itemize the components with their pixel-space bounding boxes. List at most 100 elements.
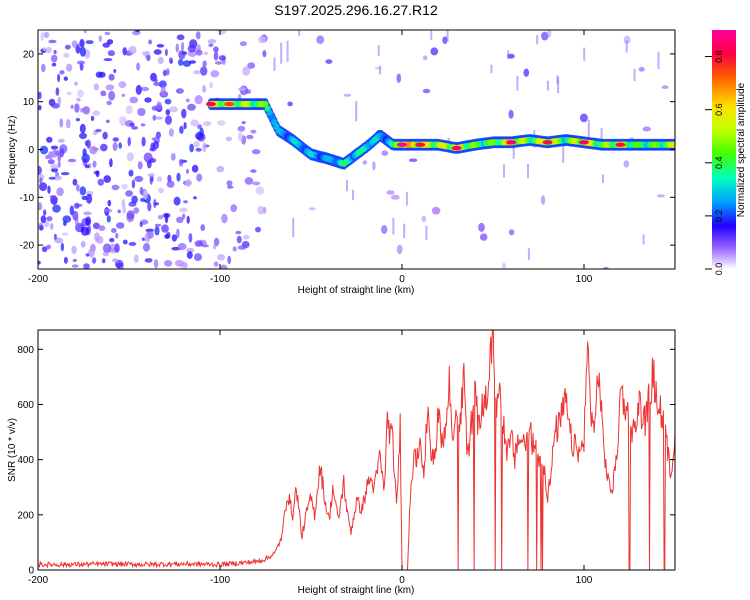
noise-speck [235, 230, 242, 235]
noise-speck [579, 113, 588, 123]
noise-speck [257, 36, 266, 44]
chart-title: S197.2025.296.16.27.R12 [274, 2, 438, 18]
noise-speck [46, 216, 53, 222]
spectrogram-image [38, 30, 675, 269]
noise-speck [193, 196, 197, 200]
noise-speck [59, 118, 64, 128]
noise-speck [178, 158, 184, 166]
noise-speck [106, 119, 110, 124]
noise-speck [184, 178, 192, 187]
noise-speck [201, 244, 210, 248]
noise-streak [600, 128, 603, 146]
x-tick-label: 0 [399, 274, 405, 285]
noise-speck [213, 51, 219, 61]
noise-speck [479, 233, 488, 241]
noise-speck [79, 123, 86, 134]
snr-axes: -200 -100 0 100 0 200 400 600 800 [17, 330, 675, 586]
noise-speck [213, 261, 219, 267]
noise-speck [60, 172, 70, 176]
noise-speck [250, 169, 257, 173]
ridge-peak [397, 142, 407, 147]
noise-speck [102, 251, 110, 257]
noise-speck [65, 63, 73, 72]
noise-speck [82, 106, 91, 115]
noise-streak [602, 174, 604, 183]
noise-speck [153, 82, 162, 86]
noise-speck [106, 39, 114, 45]
noise-speck [194, 95, 203, 105]
noise-speck [168, 128, 174, 137]
noise-streak [377, 45, 380, 56]
noise-speck [127, 136, 131, 147]
noise-speck [176, 34, 185, 41]
noise-speck [100, 90, 107, 97]
noise-speck [117, 209, 121, 214]
colorbar-tick-label: 0.2 [714, 210, 724, 223]
noise-speck [39, 145, 49, 155]
noise-speck [95, 71, 103, 78]
noise-speck [656, 194, 666, 198]
noise-speck [238, 132, 243, 142]
noise-speck [76, 184, 80, 192]
noise-speck [186, 251, 193, 259]
noise-speck [202, 60, 207, 67]
noise-speck [125, 190, 133, 197]
noise-speck [186, 247, 195, 253]
noise-speck [176, 228, 180, 239]
noise-speck [247, 62, 256, 69]
noise-speck [508, 229, 515, 236]
noise-speck [83, 30, 87, 34]
noise-speck [186, 168, 189, 174]
noise-speck [141, 136, 146, 147]
noise-speck [131, 195, 138, 204]
noise-speck [188, 233, 193, 243]
noise-speck [41, 63, 46, 73]
noise-speck [129, 123, 135, 127]
noise-speck [75, 118, 80, 122]
noise-speck [39, 225, 44, 231]
noise-speck [63, 220, 67, 227]
noise-speck [39, 177, 43, 184]
noise-speck [478, 222, 485, 232]
noise-speck [200, 66, 208, 76]
ridge-peak [415, 142, 426, 147]
noise-speck [119, 116, 127, 126]
noise-speck [190, 119, 199, 127]
noise-speck [111, 184, 120, 191]
noise-speck [140, 86, 150, 92]
noise-speck [225, 136, 232, 142]
noise-speck [59, 70, 65, 75]
noise-speck [76, 98, 81, 102]
noise-speck [153, 259, 159, 269]
noise-speck [193, 70, 201, 75]
noise-speck [113, 69, 117, 73]
noise-speck [155, 116, 164, 120]
noise-speck [207, 39, 217, 44]
noise-speck [396, 73, 402, 83]
noise-speck [40, 31, 45, 41]
noise-streak [405, 191, 408, 206]
noise-speck [81, 153, 90, 163]
noise-speck [100, 143, 108, 152]
noise-speck [164, 48, 168, 57]
noise-speck [151, 137, 156, 141]
noise-speck [154, 223, 162, 227]
noise-streak [625, 40, 628, 53]
noise-speck [121, 93, 126, 97]
noise-speck [57, 73, 61, 83]
noise-speck [126, 210, 135, 220]
noise-speck [47, 159, 55, 165]
noise-speck [112, 258, 119, 263]
noise-speck [81, 195, 88, 201]
noise-streak [298, 30, 301, 36]
noise-speck [80, 108, 85, 113]
noise-speck [125, 105, 133, 115]
noise-speck [183, 122, 187, 130]
noise-speck [188, 60, 197, 64]
noise-speck [362, 160, 368, 165]
noise-speck [157, 56, 164, 65]
noise-speck [381, 225, 388, 234]
noise-speck [181, 41, 185, 51]
noise-speck [390, 194, 400, 200]
noise-speck [213, 237, 220, 247]
